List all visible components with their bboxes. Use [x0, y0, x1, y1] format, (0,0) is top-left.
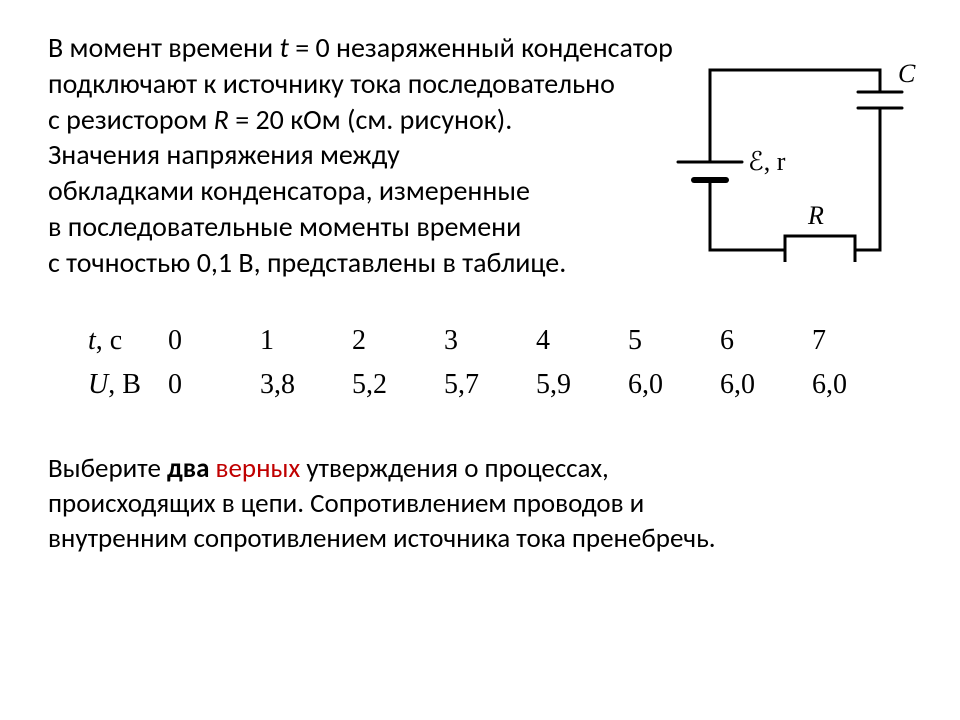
label-r: R: [807, 201, 824, 230]
measurements-table: t, с 0 1 2 3 4 5 6 7 U, В 0 3,8 5,2 5,7 …: [88, 319, 904, 407]
cell: 6: [720, 319, 812, 363]
cell: 3,8: [260, 363, 352, 407]
cell: 6,0: [812, 363, 904, 407]
row-header-time: t, с: [88, 319, 168, 363]
instruction-part: происходящих в цепи. Сопротивлением пров…: [48, 487, 644, 520]
cell: 5,2: [352, 363, 444, 407]
problem-line: В момент времени t = 0 незаряженный конд…: [48, 30, 908, 66]
cell: 5,7: [444, 363, 536, 407]
label-c: C: [898, 62, 916, 88]
cell: 4: [536, 319, 628, 363]
problem-line: обкладками конденсатора, измеренные: [48, 173, 668, 209]
instruction-text: Выберите два верных утверждения о процес…: [48, 451, 888, 556]
cell: 6,0: [720, 363, 812, 407]
instruction-bold: два: [167, 452, 216, 485]
instruction-part: утверждения о процессах,: [300, 452, 609, 485]
cell: 2: [352, 319, 444, 363]
problem-line: в последовательные моменты времени: [48, 209, 688, 245]
table-row: t, с 0 1 2 3 4 5 6 7: [88, 319, 904, 363]
cell: 3: [444, 319, 536, 363]
circuit-diagram-icon: C ℰ, r R: [670, 62, 920, 262]
instruction-part: Выберите: [48, 452, 167, 485]
problem-line: подключают к источнику тока последовател…: [48, 66, 688, 102]
row-header-voltage: U, В: [88, 363, 168, 407]
problem-line: с резистором R = 20 кОм (см. рисунок).: [48, 102, 568, 138]
instruction-part: внутренним сопротивлением источника тока…: [48, 522, 716, 555]
cell: 7: [812, 319, 904, 363]
cell: 6,0: [628, 363, 720, 407]
cell: 0: [168, 363, 260, 407]
cell: 1: [260, 319, 352, 363]
cell: 0: [168, 319, 260, 363]
physics-problem-slide: В момент времени t = 0 незаряженный конд…: [0, 0, 960, 720]
label-er: ℰ, r: [748, 147, 786, 176]
problem-line: Значения напряжения между: [48, 137, 668, 173]
cell: 5,9: [536, 363, 628, 407]
table-row: U, В 0 3,8 5,2 5,7 5,9 6,0 6,0 6,0: [88, 363, 904, 407]
cell: 5: [628, 319, 720, 363]
instruction-red: верных: [216, 452, 301, 485]
